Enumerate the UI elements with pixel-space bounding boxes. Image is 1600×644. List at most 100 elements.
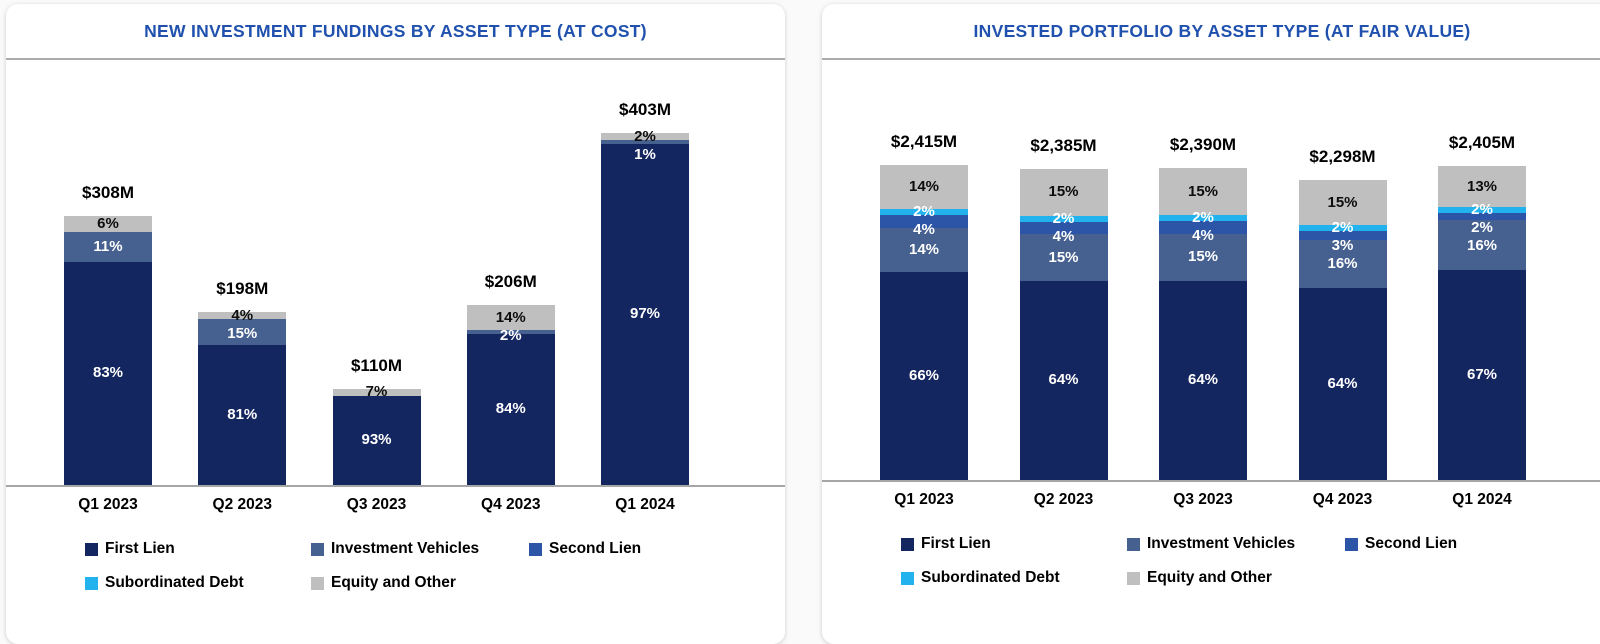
segment-first-lien xyxy=(1159,280,1247,480)
segment-equity-and-other xyxy=(1019,169,1108,216)
bar-q1-2024: $403M 2% 1% 97% xyxy=(601,100,689,485)
segment-value-label: 64% xyxy=(1187,371,1219,389)
segment-subordinated-debt xyxy=(1438,207,1526,214)
segment-value-label: 4% xyxy=(913,221,935,239)
legend-swatch-icon xyxy=(1345,537,1358,551)
legend-label: Subordinated Debt xyxy=(921,569,1060,586)
segment-value-label: 7% xyxy=(365,383,388,401)
legend: First Lien Investment Vehicles Second Lien… xyxy=(6,540,785,592)
segment-equity-and-other xyxy=(466,305,555,331)
legend-label: Investment Vehicles xyxy=(1147,535,1296,552)
bar-total-label: $2,390M xyxy=(1169,135,1237,155)
segment-first-lien xyxy=(64,261,152,485)
legend-swatch-icon xyxy=(85,542,98,556)
segment-first-lien xyxy=(880,272,968,480)
bar-q1-2024: $2,405M 13% 2% 2% 16% 67% xyxy=(1438,133,1526,480)
segment-value-label: 2% xyxy=(913,203,935,221)
bar-total-label: $2,385M xyxy=(1030,136,1097,155)
segment-second-lien xyxy=(880,215,968,229)
x-axis-label: Q4 2023 xyxy=(481,496,541,513)
segment-value-label: 15% xyxy=(1327,193,1358,211)
segment-second-lien xyxy=(1438,213,1526,220)
segment-value-label: 14% xyxy=(495,308,526,326)
segment-investment-vehicles xyxy=(880,228,968,273)
segment-value-label: 4% xyxy=(1052,227,1075,245)
segment-first-lien xyxy=(1019,280,1108,480)
legend-label: Second Lien xyxy=(1365,535,1458,552)
segment-value-label: 11% xyxy=(93,238,123,256)
legend-item-equity-and-other: Equity and Other xyxy=(311,574,529,592)
segment-value-label: 93% xyxy=(361,431,392,449)
segment-value-label: 97% xyxy=(629,305,661,323)
segment-investment-vehicles xyxy=(64,232,152,262)
legend-swatch-icon xyxy=(1127,571,1140,585)
legend-label: First Lien xyxy=(921,535,991,552)
legend-item-first-lien: First Lien xyxy=(901,535,1127,553)
bar-total-label: $110M xyxy=(350,355,403,375)
segment-first-lien xyxy=(601,143,689,485)
x-axis-labels: Q1 2023 Q2 2023 Q3 2023 Q4 2023 Q1 2024 xyxy=(822,491,1600,509)
segment-second-lien xyxy=(1298,231,1387,241)
segment-investment-vehicles xyxy=(1438,219,1526,270)
legend-item-first-lien: First Lien xyxy=(85,540,311,558)
bar-q2-2023: $2,385M 15% 2% 4% 15% 64% xyxy=(1019,136,1108,480)
legend-label: Second Lien xyxy=(549,540,642,557)
bar-total-label: $2,405M xyxy=(1448,133,1516,153)
segment-value-label: 2% xyxy=(1192,209,1214,227)
segment-value-label: 64% xyxy=(1048,371,1079,389)
segment-value-label: 84% xyxy=(495,400,526,418)
legend-item-second-lien: Second Lien xyxy=(529,540,785,558)
x-axis-labels: Q1 2023 Q2 2023 Q3 2023 Q4 2023 Q1 2024 xyxy=(6,496,785,514)
x-axis-label: Q1 2024 xyxy=(615,496,675,513)
segment-investment-vehicles xyxy=(601,140,689,144)
segment-investment-vehicles xyxy=(1019,234,1108,281)
segment-value-label: 81% xyxy=(227,406,258,423)
segment-value-label: 15% xyxy=(227,324,258,342)
bar-q4-2023: $206M 14% 2% 84% xyxy=(466,272,555,485)
segment-equity-and-other xyxy=(601,133,689,141)
chart-title: NEW INVESTMENT FUNDINGS BY ASSET TYPE (A… xyxy=(6,4,785,60)
bar-total-label: $403M xyxy=(619,100,671,120)
legend: First Lien Investment Vehicles Second Lien… xyxy=(822,535,1600,587)
segment-first-lien xyxy=(466,333,555,485)
legend-label: Subordinated Debt xyxy=(105,574,244,591)
bar-q4-2023: $2,298M 15% 2% 3% 16% 64% xyxy=(1298,147,1387,480)
legend-swatch-icon xyxy=(529,542,542,556)
legend-label: First Lien xyxy=(105,540,175,557)
segment-first-lien xyxy=(198,345,287,485)
segment-value-label: 2% xyxy=(499,326,522,344)
legend-swatch-icon xyxy=(1127,537,1140,551)
segment-value-label: 2% xyxy=(634,127,656,145)
segment-value-label: 14% xyxy=(908,178,940,196)
legend-item-investment-vehicles: Investment Vehicles xyxy=(1127,535,1345,553)
segment-subordinated-debt xyxy=(1019,215,1108,222)
bar-total-label: $198M xyxy=(216,279,269,299)
x-axis-label: Q1 2023 xyxy=(78,496,138,513)
segment-value-label: 14% xyxy=(908,241,940,259)
segment-value-label: 83% xyxy=(92,364,124,382)
x-axis-label: Q4 2023 xyxy=(1312,491,1373,508)
segment-value-label: 6% xyxy=(97,215,119,233)
chart-panel-new-fundings: NEW INVESTMENT FUNDINGS BY ASSET TYPE (A… xyxy=(6,4,785,644)
segment-value-label: 13% xyxy=(1466,177,1498,195)
chart-title: INVESTED PORTFOLIO BY ASSET TYPE (AT FAI… xyxy=(822,4,1600,60)
x-axis-label: Q2 2023 xyxy=(1033,491,1094,508)
segment-first-lien xyxy=(332,395,421,485)
segment-value-label: 15% xyxy=(1048,183,1079,201)
legend-item-equity-and-other: Equity and Other xyxy=(1127,569,1345,587)
segment-value-label: 67% xyxy=(1466,365,1498,383)
x-axis-label: Q1 2023 xyxy=(894,491,954,508)
legend-item-subordinated-debt: Subordinated Debt xyxy=(85,574,311,592)
segment-value-label: 4% xyxy=(231,306,254,324)
segment-value-label: 16% xyxy=(1466,237,1498,255)
segment-value-label: 2% xyxy=(1331,219,1354,237)
bar-q2-2023: $198M 4% 15% 81% xyxy=(198,279,287,485)
legend-swatch-icon xyxy=(901,571,914,585)
segment-value-label: 64% xyxy=(1327,375,1358,393)
segment-first-lien xyxy=(1298,288,1387,480)
segment-subordinated-debt xyxy=(1298,225,1387,232)
segment-equity-and-other xyxy=(198,312,287,320)
legend-label: Equity and Other xyxy=(331,574,456,591)
segment-equity-and-other xyxy=(64,216,152,233)
segment-investment-vehicles xyxy=(466,330,555,334)
